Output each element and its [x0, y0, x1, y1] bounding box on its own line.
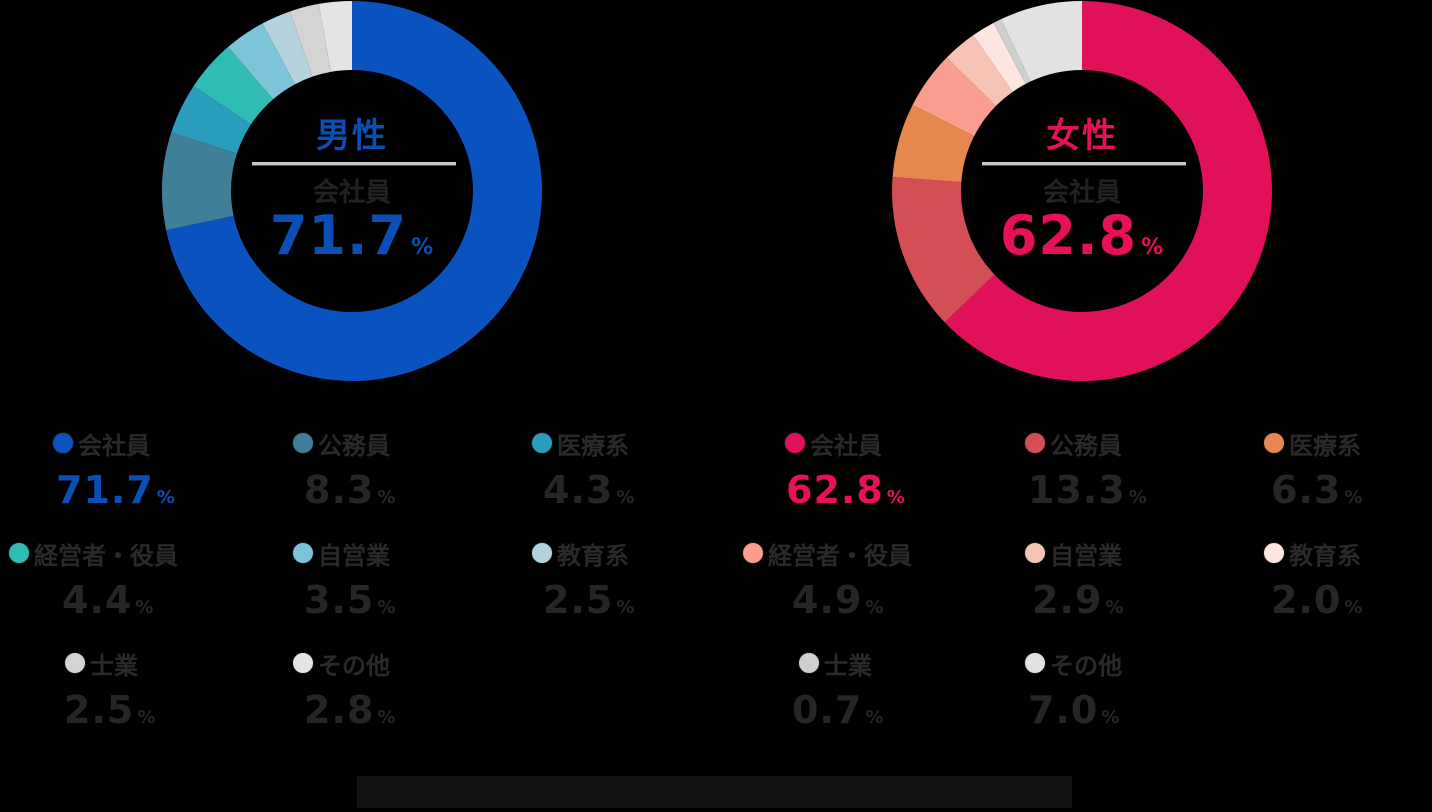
legend-label: 教育系: [1289, 541, 1361, 570]
legend-label: 教育系: [557, 541, 629, 570]
male-donut-chart: 男性 会社員 71.7%: [161, 0, 543, 382]
legend-label: 士業: [90, 651, 138, 680]
female-legend-item: 公務員 13.3%: [1024, 428, 1244, 512]
legend-dot-icon: [1024, 542, 1046, 564]
male-gender-title: 男性: [316, 116, 388, 156]
legend-value: 4.9%: [792, 578, 885, 622]
donut-segment: [318, 1, 352, 72]
female-center-label: 女性 会社員 62.8%: [891, 0, 1273, 382]
male-legend-item: その他 2.8%: [292, 648, 512, 732]
female-legend-item: 士業 0.7%: [792, 648, 1018, 733]
legend-value: 2.9%: [1032, 578, 1125, 622]
legend-value: 2.5%: [543, 578, 636, 622]
legend-dot-icon: [64, 652, 86, 674]
male-center-divider: [252, 162, 456, 166]
legend-label: 自営業: [1050, 541, 1122, 570]
legend-value: 4.4%: [62, 578, 155, 622]
male-center-category: 会社員: [312, 178, 391, 208]
male-legend-item: 経営者・役員 4.4%: [8, 538, 228, 622]
donut-segment: [162, 132, 237, 231]
legend-value: 6.3%: [1271, 468, 1364, 512]
female-center-number: 62.8: [999, 204, 1138, 267]
female-donut-chart: 女性 会社員 62.8%: [891, 0, 1273, 382]
male-legend-item: 士業 2.5%: [64, 648, 284, 732]
legend-dot-icon: [1024, 652, 1046, 674]
donut-segment: [993, 19, 1031, 84]
legend-label: 経営者・役員: [34, 541, 178, 570]
legend-value: 4.3%: [543, 468, 636, 512]
legend-value: 71.7%: [56, 468, 176, 512]
legend-label: 公務員: [1050, 431, 1122, 460]
female-legend-item: 医療系 6.3%: [1263, 428, 1432, 512]
legend-label: その他: [318, 651, 390, 680]
female-center-value: 62.8%: [891, 204, 1273, 267]
donut-segment: [892, 104, 975, 183]
donut-segment: [193, 46, 274, 125]
donut-segment: [1001, 1, 1082, 82]
male-donut-svg: [162, 1, 542, 381]
legend-dot-icon: [1263, 542, 1285, 564]
legend-dot-icon: [292, 652, 314, 674]
legend-value: 13.3%: [1028, 468, 1148, 512]
legend-label: その他: [1050, 651, 1122, 680]
donut-segment: [912, 57, 996, 137]
legend-dot-icon: [798, 652, 820, 674]
male-center-label: 男性 会社員 71.7%: [161, 0, 543, 382]
female-center-category: 会社員: [1042, 178, 1121, 208]
male-legend-item: 自営業 3.5%: [292, 538, 512, 622]
female-gender-title: 女性: [1046, 116, 1118, 156]
legend-label: 会社員: [78, 431, 150, 460]
legend-dot-icon: [292, 432, 314, 454]
legend-dot-icon: [742, 542, 764, 564]
female-legend-item: その他 7.0%: [1024, 648, 1244, 732]
male-legend-item: 会社員 71.7%: [52, 428, 272, 512]
donut-segment: [289, 3, 331, 77]
legend-dot-icon: [784, 432, 806, 454]
female-center-divider: [982, 162, 1186, 166]
legend-label: 士業: [824, 651, 872, 680]
legend-label: 会社員: [810, 431, 882, 460]
female-legend-item: 教育系 2.0%: [1263, 538, 1432, 622]
legend-dot-icon: [1024, 432, 1046, 454]
legend-value: 2.5%: [64, 688, 157, 732]
male-legend-item: 公務員 8.3%: [292, 428, 512, 512]
female-legend-item: 経営者・役員 4.9%: [742, 538, 962, 622]
donut-segment: [166, 1, 542, 381]
legend-dot-icon: [531, 432, 553, 454]
donut-segment: [946, 35, 1013, 107]
male-center-unit: %: [411, 235, 435, 260]
legend-label: 経営者・役員: [768, 541, 912, 570]
male-legend-item: 教育系 2.5%: [531, 538, 751, 622]
female-donut-svg: [892, 1, 1272, 382]
female-center-unit: %: [1141, 235, 1165, 260]
donut-segment: [171, 86, 252, 154]
donut-segment: [973, 22, 1026, 92]
male-center-value: 71.7%: [161, 204, 543, 267]
footer-note-redacted: [357, 776, 1072, 808]
legend-dot-icon: [8, 542, 30, 564]
male-center-number: 71.7: [269, 204, 408, 267]
legend-dot-icon: [52, 432, 74, 454]
legend-label: 医療系: [557, 431, 629, 460]
donut-segment: [892, 176, 995, 323]
legend-dot-icon: [292, 542, 314, 564]
female-legend-item: 会社員 62.8%: [784, 428, 1004, 512]
legend-dot-icon: [531, 542, 553, 564]
legend-label: 公務員: [318, 431, 390, 460]
donut-segment: [262, 11, 313, 85]
female-legend-item: 自営業 2.9%: [1024, 538, 1244, 622]
legend-value: 8.3%: [304, 468, 397, 512]
legend-value: 3.5%: [304, 578, 397, 622]
legend-value: 62.8%: [786, 468, 906, 512]
legend-dot-icon: [1263, 432, 1285, 454]
donut-segment: [944, 1, 1272, 382]
donut-segment: [228, 23, 296, 100]
male-legend-item: 医療系 4.3%: [531, 428, 751, 512]
legend-value: 2.0%: [1271, 578, 1364, 622]
legend-value: 7.0%: [1028, 688, 1121, 732]
legend-label: 自営業: [318, 541, 390, 570]
legend-value: 0.7%: [792, 688, 885, 732]
legend-label: 医療系: [1289, 431, 1361, 460]
legend-value: 2.8%: [304, 688, 397, 732]
